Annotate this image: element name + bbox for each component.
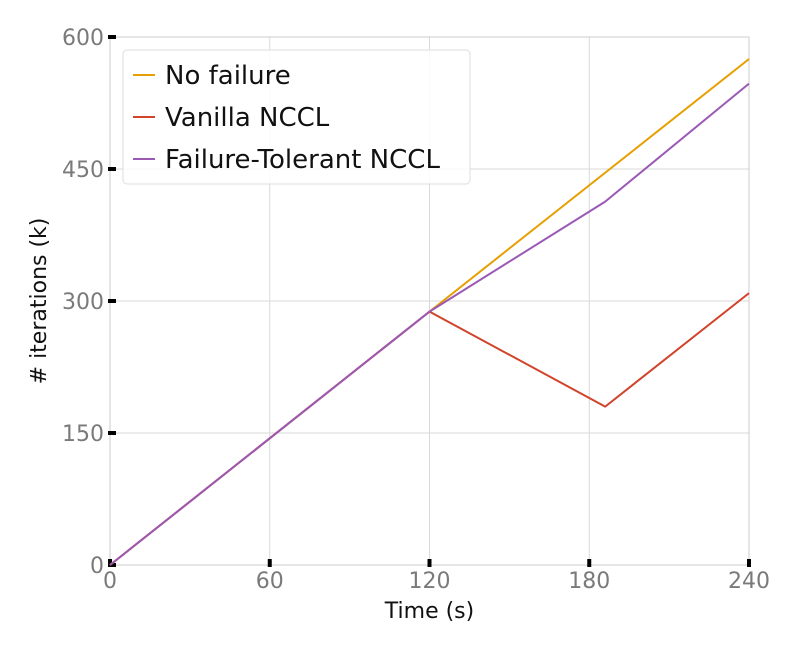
series-lines [109, 58, 750, 566]
legend-label: Vanilla NCCL [165, 103, 330, 133]
y-tick-label: 450 [62, 158, 104, 183]
x-tick-label: 120 [409, 569, 451, 594]
x-axis-title: Time (s) [384, 599, 474, 624]
legend-label: No failure [165, 61, 291, 91]
legend-label: Failure-Tolerant NCCL [165, 145, 440, 175]
x-tick-label: 180 [568, 569, 610, 594]
x-tick-label: 0 [103, 569, 117, 594]
y-axis-title: # iterations (k) [27, 218, 52, 385]
x-tick-label: 60 [256, 569, 284, 594]
x-tick-label: 240 [728, 569, 770, 594]
series-line-failure-tolerant-nccl [109, 82, 750, 566]
y-tick-label: 0 [90, 554, 104, 579]
y-tick-label: 150 [62, 422, 104, 447]
legend: No failure Vanilla NCCL Failure-Tolerant N… [122, 49, 471, 185]
y-tick-label: 300 [62, 290, 104, 315]
legend-box [122, 49, 471, 185]
axis-ticks: 0 60 120 180 240 0 150 300 450 600 [62, 26, 770, 594]
y-tick-label: 600 [62, 26, 104, 51]
